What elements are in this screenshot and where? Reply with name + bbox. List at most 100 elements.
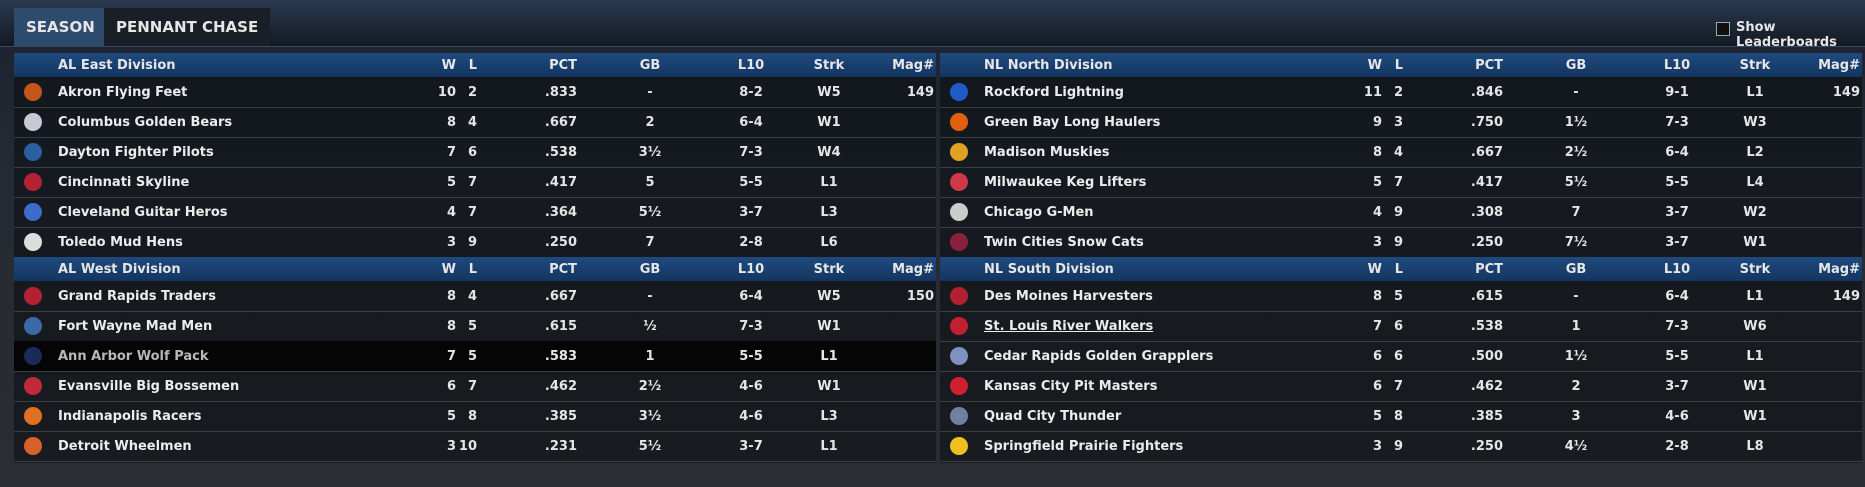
stat-cell: L1 [1746, 349, 1764, 364]
team-name[interactable]: Dayton Fighter Pilots [58, 145, 214, 160]
team-logo [24, 347, 42, 365]
team-row[interactable]: Green Bay Long Haulers 9 3 .750 1½ 7-3 W3 [940, 107, 1862, 138]
column-header: GB [639, 262, 661, 277]
team-name[interactable]: Ann Arbor Wolf Pack [58, 349, 209, 364]
team-name[interactable]: Rockford Lightning [984, 85, 1124, 100]
team-row[interactable]: St. Louis River Walkers 7 6 .538 1 7-3 W6 [940, 311, 1862, 342]
stat-cell: 8 [467, 409, 477, 424]
stat-cell: .500 [1470, 349, 1503, 364]
team-row[interactable]: Indianapolis Racers 5 8 .385 3½ 4-6 L3 [14, 401, 936, 432]
team-row[interactable]: Des Moines Harvesters 8 5 .615 - 6-4 L1 149 [940, 281, 1862, 312]
stat-cell: .231 [544, 439, 577, 454]
stat-cell: 149 [906, 85, 934, 100]
stat-cell: 2½ [638, 379, 662, 394]
stat-cell: - [647, 289, 653, 304]
team-name[interactable]: Fort Wayne Mad Men [58, 319, 213, 334]
team-name[interactable]: Detroit Wheelmen [58, 439, 192, 454]
division-header: AL East Division W L PCT GB L10 Strk Mag# [14, 53, 936, 77]
stat-cell: 8 [446, 319, 456, 334]
stat-cell: 7-3 [739, 145, 763, 160]
stat-cell: 10 [458, 439, 477, 454]
team-row[interactable]: Columbus Golden Bears 8 4 .667 2 6-4 W1 [14, 107, 936, 138]
pennant-chase-tab[interactable]: PENNANT CHASE [104, 8, 271, 46]
team-name[interactable]: Milwaukee Keg Lifters [984, 175, 1147, 190]
team-row[interactable]: Fort Wayne Mad Men 8 5 .615 ½ 7-3 W1 [14, 311, 936, 342]
stat-cell: L3 [820, 409, 838, 424]
stat-cell: .250 [1470, 235, 1503, 250]
stat-cell: 7 [1393, 175, 1403, 190]
column-header: Mag# [1818, 58, 1860, 73]
team-name[interactable]: Indianapolis Racers [58, 409, 202, 424]
stat-cell: 3 [1372, 235, 1382, 250]
stat-cell: .667 [544, 289, 577, 304]
stat-cell: 5-5 [739, 349, 763, 364]
team-row[interactable]: Cedar Rapids Golden Grapplers 6 6 .500 1½ 5-5… [940, 341, 1862, 372]
stat-cell: .385 [544, 409, 577, 424]
column-header: L [468, 58, 477, 73]
team-row[interactable]: Akron Flying Feet 10 2 .833 - 8-2 W5 149 [14, 77, 936, 108]
season-tab[interactable]: SEASON [14, 8, 107, 46]
team-name[interactable]: Toledo Mud Hens [58, 235, 183, 250]
stat-cell: W2 [1743, 205, 1767, 220]
team-row[interactable]: Chicago G-Men 4 9 .308 7 3-7 W2 [940, 197, 1862, 228]
column-header: Mag# [892, 58, 934, 73]
team-name[interactable]: Evansville Big Bossemen [58, 379, 240, 394]
stat-cell: L1 [1746, 289, 1764, 304]
column-header: W [441, 262, 456, 277]
stat-cell: 149 [1832, 85, 1860, 100]
column-header: L [1394, 58, 1403, 73]
stat-cell: 8 [1372, 289, 1382, 304]
team-row[interactable]: Madison Muskies 8 4 .667 2½ 6-4 L2 [940, 137, 1862, 168]
team-name[interactable]: Cincinnati Skyline [58, 175, 190, 190]
team-row[interactable]: Cleveland Guitar Heros 4 7 .364 5½ 3-7 L3 [14, 197, 936, 228]
team-row[interactable]: Evansville Big Bossemen 6 7 .462 2½ 4-6 W1 [14, 371, 936, 402]
stat-cell: 3-7 [1665, 235, 1689, 250]
team-row[interactable]: Milwaukee Keg Lifters 5 7 .417 5½ 5-5 L4 [940, 167, 1862, 198]
stat-cell: .750 [1470, 115, 1503, 130]
team-logo [24, 143, 42, 161]
stat-cell: .364 [544, 205, 577, 220]
team-row[interactable]: Grand Rapids Traders 8 4 .667 - 6-4 W5 150 [14, 281, 936, 312]
leaderboards-label[interactable]: Show Leaderboards [1736, 20, 1837, 50]
team-row[interactable]: Toledo Mud Hens 3 9 .250 7 2-8 L6 [14, 227, 936, 258]
team-row[interactable]: Cincinnati Skyline 5 7.417 5 5-5 L1 [14, 167, 936, 198]
team-row[interactable]: Ann Arbor Wolf Pack 7 5 .583 1 5-5 L1 [14, 341, 936, 372]
stat-cell: 5½ [1564, 175, 1588, 190]
team-name[interactable]: Green Bay Long Haulers [984, 115, 1161, 130]
division-name: AL East Division [58, 58, 176, 73]
team-name[interactable]: Des Moines Harvesters [984, 289, 1153, 304]
team-row[interactable]: Kansas City Pit Masters 6 7 .462 2 3-7 W1 [940, 371, 1862, 402]
team-name[interactable]: Akron Flying Feet [58, 85, 188, 100]
team-name[interactable]: Madison Muskies [984, 145, 1110, 160]
team-row[interactable]: Detroit Wheelmen 3 10 .231 5½ 3-7 L1 [14, 431, 936, 462]
stat-cell: .538 [1470, 319, 1503, 334]
team-name[interactable]: Grand Rapids Traders [58, 289, 216, 304]
stat-cell: 2-8 [1665, 439, 1689, 454]
stat-cell: W3 [1743, 115, 1767, 130]
column-header: Strk [1739, 262, 1771, 277]
team-name[interactable]: Columbus Golden Bears [58, 115, 233, 130]
team-name[interactable]: Cleveland Guitar Heros [58, 205, 228, 220]
team-name[interactable]: Springfield Prairie Fighters [984, 439, 1184, 454]
team-name[interactable]: Quad City Thunder [984, 409, 1122, 424]
stat-cell: 1 [645, 349, 655, 364]
stat-cell: L3 [820, 205, 838, 220]
stat-cell: .833 [544, 85, 577, 100]
team-row[interactable]: Springfield Prairie Fighters 3 9 .250 4½ 2-8 L… [940, 431, 1862, 462]
team-name[interactable]: Cedar Rapids Golden Grapplers [984, 349, 1214, 364]
stat-cell: 7½ [1564, 235, 1588, 250]
team-row[interactable]: Rockford Lightning 11 2 .846 - 9-1 L1 149 [940, 77, 1862, 108]
stat-cell: L1 [820, 439, 838, 454]
leaderboards-checkbox[interactable] [1716, 22, 1730, 36]
stat-cell: 2½ [1564, 145, 1588, 160]
stat-cell: 5 [446, 409, 456, 424]
stat-cell: 7 [1393, 379, 1403, 394]
team-row[interactable]: Twin Cities Snow Cats 3 9 .250 7½ 3-7 W1 [940, 227, 1862, 258]
team-name[interactable]: St. Louis River Walkers [984, 319, 1154, 334]
team-name[interactable]: Chicago G-Men [984, 205, 1094, 220]
stat-cell: 5 [467, 349, 477, 364]
team-row[interactable]: Dayton Fighter Pilots 7 6 .538 3½ 7-3 W4 [14, 137, 936, 168]
team-name[interactable]: Twin Cities Snow Cats [984, 235, 1144, 250]
team-name[interactable]: Kansas City Pit Masters [984, 379, 1158, 394]
team-row[interactable]: Quad City Thunder 5 8 .385 3 4-6 W1 [940, 401, 1862, 432]
